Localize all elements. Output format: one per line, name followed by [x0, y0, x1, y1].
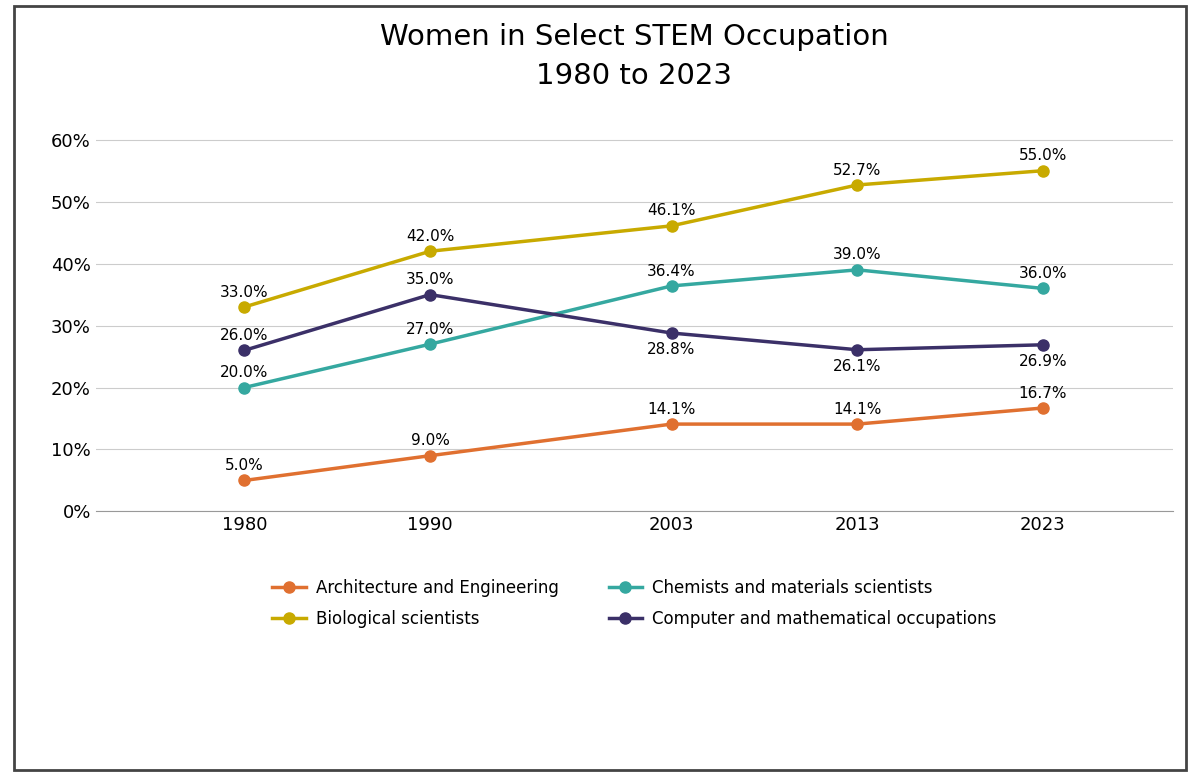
Text: 28.8%: 28.8% [647, 342, 696, 357]
Text: 42.0%: 42.0% [406, 229, 455, 244]
Text: 52.7%: 52.7% [833, 162, 882, 178]
Legend: Architecture and Engineering, Biological scientists, Chemists and materials scie: Architecture and Engineering, Biological… [265, 572, 1003, 635]
Text: 36.0%: 36.0% [1019, 266, 1067, 281]
Text: 46.1%: 46.1% [647, 203, 696, 218]
Text: 35.0%: 35.0% [406, 272, 455, 287]
Text: 36.4%: 36.4% [647, 264, 696, 279]
Text: 14.1%: 14.1% [647, 402, 696, 417]
Text: 16.7%: 16.7% [1019, 386, 1067, 400]
Text: 26.1%: 26.1% [833, 359, 882, 374]
Text: 33.0%: 33.0% [220, 285, 269, 300]
Text: 5.0%: 5.0% [224, 458, 264, 473]
Text: 9.0%: 9.0% [410, 433, 450, 449]
Text: 39.0%: 39.0% [833, 248, 882, 262]
Text: 27.0%: 27.0% [406, 322, 455, 337]
Text: 14.1%: 14.1% [833, 402, 882, 417]
Text: 26.9%: 26.9% [1019, 354, 1067, 369]
Text: 20.0%: 20.0% [220, 365, 269, 380]
Text: 55.0%: 55.0% [1019, 148, 1067, 163]
Text: 26.0%: 26.0% [220, 328, 269, 343]
Title: Women in Select STEM Occupation
1980 to 2023: Women in Select STEM Occupation 1980 to … [380, 23, 889, 90]
